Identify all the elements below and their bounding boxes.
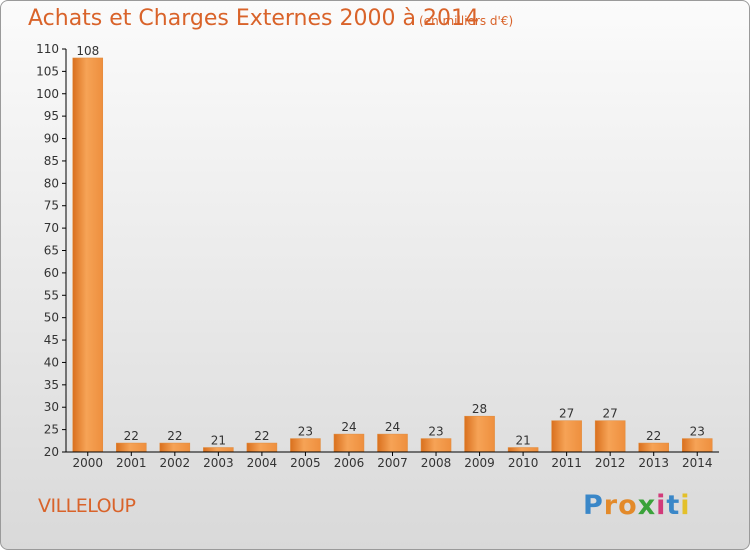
y-tick-label: 60: [44, 266, 59, 280]
bar-value-label: 21: [211, 434, 226, 448]
x-tick-label: 2014: [682, 456, 713, 470]
y-tick-label: 35: [44, 378, 59, 392]
bar-2007: [377, 433, 408, 453]
y-tick-label: 95: [44, 109, 59, 123]
y-tick-label: 90: [44, 132, 59, 146]
x-tick-label: 2012: [595, 456, 626, 470]
proxiti-logo[interactable]: Proxiti: [583, 490, 691, 521]
x-axis: 2000 2001 2002 2003 2004 2005 2006 2007 2008 2009…: [66, 451, 719, 470]
x-tick-label: 2003: [203, 456, 234, 470]
bar-2001: [116, 442, 147, 453]
bar-value-label: 27: [559, 407, 574, 421]
y-tick-label: 30: [44, 400, 59, 414]
chart-unit-label: (en milliers d'€): [419, 14, 514, 28]
bar-value-label: 24: [341, 420, 356, 434]
bar-value-label: 23: [690, 425, 705, 439]
bar-2005: [290, 438, 321, 453]
y-tick-label: 55: [44, 288, 59, 302]
bar-2006: [333, 433, 365, 453]
y-tick-label: 50: [44, 311, 59, 325]
y-tick-label: 80: [44, 176, 59, 190]
bar-2010: [507, 447, 539, 453]
bars: 108 22 22 21 22 23 24 24 23 28 21 27 27 22 23: [72, 44, 713, 453]
bar-2012: [594, 420, 626, 453]
y-tick-label: 20: [44, 445, 59, 459]
bar-2013: [638, 442, 669, 453]
chart-title: Achats et Charges Externes 2000 à 2014: [28, 6, 479, 31]
bar-2003: [203, 447, 234, 453]
bar-value-label: 22: [646, 429, 661, 443]
bar-value-label: 108: [76, 44, 99, 58]
x-tick-label: 2001: [116, 456, 147, 470]
y-tick-label: 75: [44, 199, 59, 213]
bar-value-label: 23: [298, 425, 313, 439]
x-tick-label: 2005: [290, 456, 321, 470]
bar-value-label: 28: [472, 402, 487, 416]
bar-2004: [246, 442, 278, 453]
bar-2002: [159, 442, 191, 453]
x-tick-label: 2008: [421, 456, 452, 470]
y-tick-label: 100: [36, 87, 59, 101]
bar-value-label: 22: [167, 429, 182, 443]
location-name: VILLELOUP: [38, 495, 136, 517]
bar-2009: [464, 415, 495, 453]
bar-value-label: 22: [254, 429, 269, 443]
bar-value-label: 24: [385, 420, 400, 434]
y-tick-label: 110: [36, 42, 59, 56]
x-tick-label: 2000: [72, 456, 103, 470]
y-tick-label: 65: [44, 244, 59, 258]
x-tick-label: 2013: [638, 456, 669, 470]
bar-2014: [681, 438, 713, 453]
x-tick-label: 2002: [160, 456, 191, 470]
bar-value-label: 27: [603, 407, 618, 421]
bar-2000: [72, 57, 104, 453]
bar-value-label: 21: [515, 434, 530, 448]
y-tick-label: 45: [44, 333, 59, 347]
y-tick-label: 70: [44, 221, 59, 235]
x-tick-label: 2010: [508, 456, 539, 470]
y-tick-label: 40: [44, 355, 59, 369]
bar-value-label: 22: [124, 429, 139, 443]
x-tick-label: 2004: [247, 456, 278, 470]
y-tick-label: 105: [36, 64, 59, 78]
x-tick-label: 2007: [377, 456, 408, 470]
x-tick-label: 2009: [464, 456, 495, 470]
y-axis: 20 25 30 35 40 45 50 55 60 65 70 75 80 85 90 95 100 105 11…: [36, 42, 67, 459]
bar-value-label: 23: [428, 425, 443, 439]
x-tick-label: 2011: [551, 456, 582, 470]
y-tick-label: 85: [44, 154, 59, 168]
x-tick-label: 2006: [334, 456, 365, 470]
bar-2008: [420, 438, 452, 453]
bar-2011: [551, 420, 582, 453]
y-tick-label: 25: [44, 423, 59, 437]
